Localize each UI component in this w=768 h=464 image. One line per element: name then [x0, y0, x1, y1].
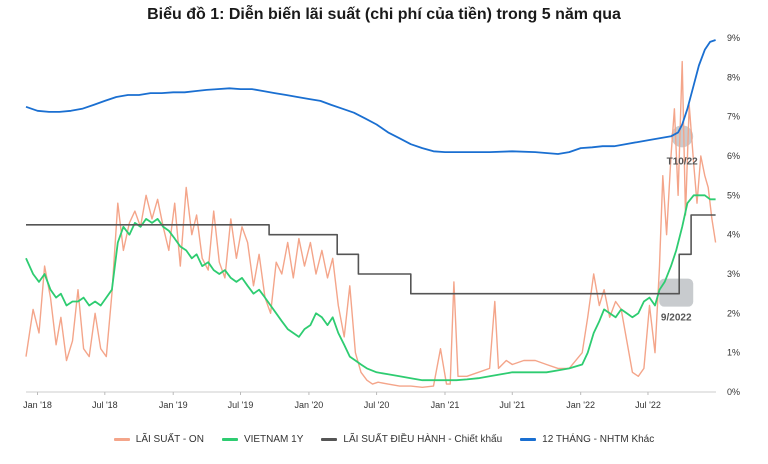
annotation-label: 9/2022: [661, 313, 692, 324]
series-line: [25, 39, 716, 155]
x-tick-label: Jan '22: [566, 400, 595, 410]
series-line: [26, 214, 716, 295]
x-tick-label: Jul '18: [92, 400, 118, 410]
x-tick-label: Jan '18: [23, 400, 52, 410]
y-tick-label: 9%: [727, 33, 740, 43]
legend-label: LÃI SUẤT - ON: [135, 434, 204, 445]
legend-swatch: [520, 438, 537, 441]
chart-legend: LÃI SUẤT - ON VIETNAM 1Y LÃI SUẤT ĐIỀU HÀN…: [0, 434, 768, 445]
y-tick-label: 1%: [727, 348, 740, 358]
annotation-label: T10/22: [667, 156, 699, 167]
legend-label: VIETNAM 1Y: [243, 434, 304, 445]
legend-label: LÃI SUẤT ĐIỀU HÀNH - Chiết khấu: [343, 434, 503, 445]
legend-item: VIETNAM 1Y: [221, 434, 304, 445]
y-tick-label: 0%: [727, 387, 740, 397]
axis-layer: 0% 1% 2% 3% 4% 5% 6% 7% 8% 9% Jan '18 Jul '18 Jan '1…: [23, 33, 740, 410]
x-tick-label: Jul '19: [228, 400, 254, 410]
series-line: [25, 60, 717, 388]
y-tick-label: 5%: [727, 190, 740, 200]
legend-item: LÃI SUẤT ĐIỀU HÀNH - Chiết khấu: [321, 434, 502, 445]
chart-title: Biểu đồ 1: Diễn biến lãi suất (chi phí c…: [147, 6, 621, 23]
x-tick-label: Jul '22: [635, 400, 661, 410]
annotation-highlight: [659, 278, 694, 307]
annotation-highlight: [671, 125, 694, 148]
legend-item: LÃI SUẤT - ON: [113, 434, 204, 445]
legend-label: 12 THÁNG - NHTM Khác: [542, 434, 655, 445]
x-tick-label: Jul '20: [364, 400, 390, 410]
y-tick-label: 2%: [727, 308, 740, 318]
y-tick-label: 4%: [727, 230, 740, 240]
x-tick-label: Jul '21: [499, 400, 525, 410]
series-line: [25, 194, 716, 382]
legend-item: 12 THÁNG - NHTM Khác: [520, 434, 654, 445]
y-tick-label: 6%: [727, 151, 740, 161]
y-tick-label: 3%: [727, 269, 740, 279]
x-tick-label: Jan '21: [431, 400, 460, 410]
y-tick-label: 8%: [727, 72, 740, 82]
legend-swatch: [113, 438, 130, 441]
annotation-label-layer: T10/22 9/2022: [661, 156, 698, 323]
legend-swatch: [221, 438, 238, 441]
legend-swatch: [321, 438, 338, 441]
x-tick-label: Jan '20: [295, 400, 324, 410]
x-tick-label: Jan '19: [159, 400, 188, 410]
y-tick-label: 7%: [727, 112, 740, 122]
series-layer: [25, 39, 717, 388]
